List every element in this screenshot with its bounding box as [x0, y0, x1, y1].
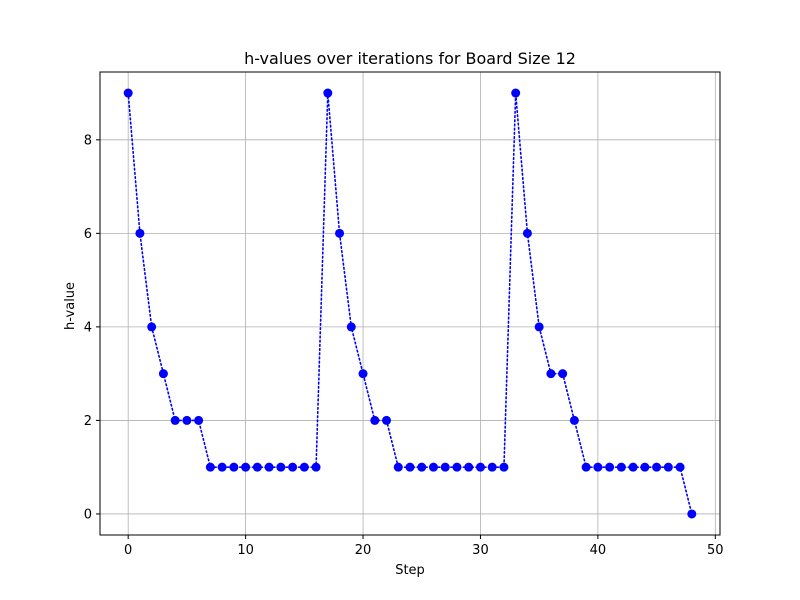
x-tick-label: 40	[590, 543, 607, 558]
data-point	[605, 462, 615, 472]
data-point	[358, 369, 368, 379]
data-point	[440, 462, 450, 472]
y-tick-label: 2	[84, 414, 92, 429]
data-point	[569, 415, 579, 425]
data-point	[511, 88, 521, 98]
data-point	[323, 88, 333, 98]
data-point	[335, 228, 345, 238]
y-axis-label: h-value	[63, 282, 78, 330]
data-point	[311, 462, 321, 472]
data-point	[241, 462, 251, 472]
y-tick-label: 0	[84, 507, 92, 522]
data-point	[299, 462, 309, 472]
y-tick-label: 6	[84, 227, 92, 242]
series-markers	[123, 88, 697, 519]
x-tick-label: 10	[237, 543, 254, 558]
grid	[100, 72, 720, 535]
data-point	[123, 88, 133, 98]
data-point	[346, 322, 356, 332]
data-point	[147, 322, 157, 332]
data-point	[405, 462, 415, 472]
data-point	[558, 369, 568, 379]
data-point	[452, 462, 462, 472]
data-point	[382, 415, 392, 425]
data-point	[628, 462, 638, 472]
data-point	[264, 462, 274, 472]
data-point	[640, 462, 650, 472]
data-point	[687, 509, 697, 519]
data-point	[487, 462, 497, 472]
data-point	[663, 462, 673, 472]
data-point	[593, 462, 603, 472]
chart-title: h-values over iterations for Board Size …	[244, 49, 576, 68]
y-tick-label: 8	[84, 133, 92, 148]
data-point	[288, 462, 298, 472]
data-point	[276, 462, 286, 472]
x-tick-label: 50	[707, 543, 724, 558]
y-axis-ticks: 0 2 4 6 8	[84, 133, 100, 522]
data-point	[616, 462, 626, 472]
data-point	[182, 415, 192, 425]
data-point	[475, 462, 485, 472]
data-point	[205, 462, 215, 472]
data-point	[170, 415, 180, 425]
x-axis-label: Step	[395, 563, 425, 578]
data-point	[229, 462, 239, 472]
data-point	[393, 462, 403, 472]
data-point	[158, 369, 168, 379]
data-point	[370, 415, 380, 425]
data-point	[217, 462, 227, 472]
plot-frame	[99, 71, 721, 536]
data-point	[464, 462, 474, 472]
data-point	[194, 415, 204, 425]
data-point	[252, 462, 262, 472]
data-point	[581, 462, 591, 472]
data-point	[135, 228, 145, 238]
data-point	[546, 369, 556, 379]
x-axis-ticks: 0 10 20 30 40 50	[124, 535, 724, 558]
x-tick-label: 0	[124, 543, 132, 558]
data-point	[499, 462, 509, 472]
data-point	[522, 228, 532, 238]
data-point	[534, 322, 544, 332]
data-point	[417, 462, 427, 472]
y-tick-label: 4	[84, 320, 92, 335]
x-tick-label: 20	[355, 543, 372, 558]
data-point	[652, 462, 662, 472]
x-tick-label: 30	[472, 543, 489, 558]
data-point	[428, 462, 438, 472]
data-point	[675, 462, 685, 472]
